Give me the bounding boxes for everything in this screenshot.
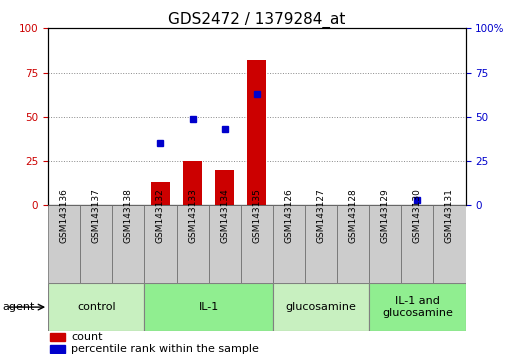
Bar	[48, 283, 144, 331]
Text: percentile rank within the sample: percentile rank within the sample	[71, 344, 259, 354]
Text: GSM143128: GSM143128	[348, 188, 357, 243]
Bar	[240, 205, 272, 283]
Bar	[150, 182, 170, 205]
Text: GSM143134: GSM143134	[220, 188, 229, 243]
Text: GSM143129: GSM143129	[380, 188, 389, 243]
Bar	[144, 205, 176, 283]
Bar	[144, 283, 272, 331]
Text: control: control	[77, 302, 115, 312]
Title: GDS2472 / 1379284_at: GDS2472 / 1379284_at	[168, 12, 345, 28]
Text: GSM143126: GSM143126	[284, 188, 293, 243]
Bar	[369, 283, 465, 331]
Bar	[433, 205, 465, 283]
Text: agent: agent	[3, 302, 35, 312]
Text: GSM143138: GSM143138	[124, 188, 133, 243]
Bar	[246, 60, 266, 205]
Text: GSM143133: GSM143133	[188, 188, 196, 243]
Bar	[336, 205, 369, 283]
Text: glucosamine: glucosamine	[285, 302, 356, 312]
Text: count: count	[71, 332, 103, 342]
Text: GSM143130: GSM143130	[412, 188, 421, 243]
Text: GSM143137: GSM143137	[91, 188, 100, 243]
Bar	[400, 205, 433, 283]
Bar	[305, 205, 336, 283]
Text: GSM143136: GSM143136	[60, 188, 69, 243]
Text: GSM143127: GSM143127	[316, 188, 325, 243]
Bar	[183, 161, 202, 205]
Bar	[215, 170, 234, 205]
Text: GSM143132: GSM143132	[156, 188, 165, 243]
Text: GSM143135: GSM143135	[252, 188, 261, 243]
Bar	[272, 283, 369, 331]
Text: GSM143131: GSM143131	[444, 188, 453, 243]
Text: IL-1 and
glucosamine: IL-1 and glucosamine	[381, 296, 452, 318]
Bar	[48, 205, 80, 283]
Bar	[369, 205, 400, 283]
Bar	[80, 205, 112, 283]
Bar	[50, 333, 65, 341]
Text: IL-1: IL-1	[198, 302, 218, 312]
Bar	[176, 205, 208, 283]
Bar	[50, 345, 65, 353]
Bar	[112, 205, 144, 283]
Bar	[208, 205, 240, 283]
Bar	[272, 205, 305, 283]
